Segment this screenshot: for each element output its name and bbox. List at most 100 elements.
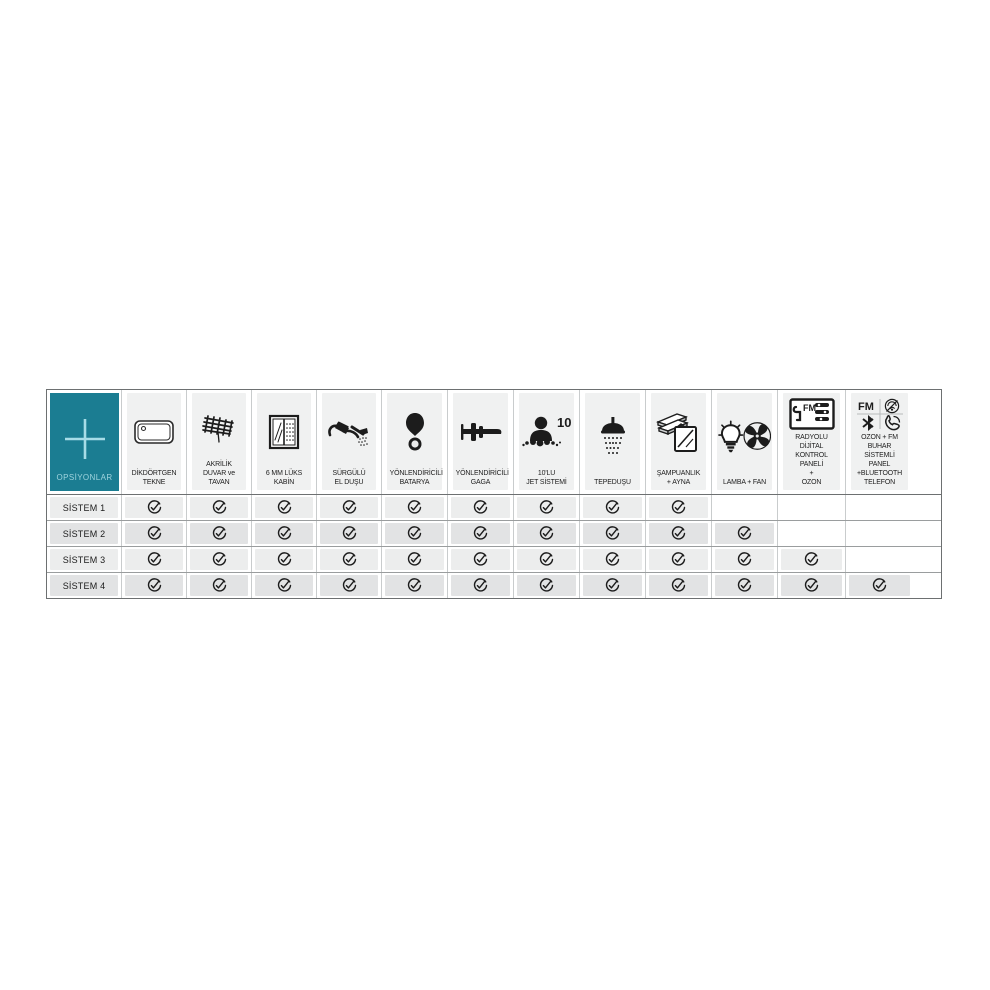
check-circle-icon [539,526,554,541]
cell-checked[interactable] [514,573,580,598]
cell-empty[interactable] [778,521,846,546]
header-label: DİKDÖRTGEN TEKNE [131,467,177,486]
cell-checked[interactable] [252,495,317,520]
cell-checked[interactable] [712,521,778,546]
cell-checked[interactable] [122,547,187,572]
cell-checked[interactable] [317,547,382,572]
table-row: SİSTEM 3 [47,547,941,573]
check-circle-icon [473,526,488,541]
cell-checked[interactable] [778,547,846,572]
header-col-tepedusu[interactable]: TEPEDUŞU [580,390,646,494]
table-body: SİSTEM 1 SİSTEM 2 SİSTEM 3 SİSTEM 4 [47,495,941,598]
header-col-lamba-fan[interactable]: LAMBA + FAN [712,390,778,494]
cell-checked[interactable] [778,573,846,598]
cell-checked[interactable] [187,573,252,598]
svg-text:FM: FM [803,403,816,413]
header-label: RADYOLU DİJİTAL KONTROL PANELİ + OZON [795,431,828,486]
header-col-dikdortgen-tekne[interactable]: DİKDÖRTGEN TEKNE [122,390,187,494]
cell-checked[interactable] [580,521,646,546]
row-label-cell: SİSTEM 2 [47,521,122,546]
check-circle-icon [804,578,819,593]
overhead-shower-icon [586,397,639,477]
cell-checked[interactable] [382,573,448,598]
header-col-luks-kabin[interactable]: 6 MM LÜKS KABİN [252,390,317,494]
check-circle-icon [473,578,488,593]
cell-checked[interactable] [580,547,646,572]
options-tile: OPSİYONLAR [50,393,119,491]
header-col-el-dusu[interactable]: SÜRGÜLÜ EL DUŞU [317,390,382,494]
cell-checked[interactable] [122,521,187,546]
jet-system-icon: 10 [520,397,573,468]
cell-checked[interactable] [187,495,252,520]
check-circle-icon [671,500,686,515]
cell-checked[interactable] [122,573,187,598]
check-circle-icon [147,526,162,541]
header-label: SÜRGÜLÜ EL DUŞU [332,467,366,486]
cell-checked[interactable] [646,495,712,520]
row-label-cell: SİSTEM 3 [47,547,122,572]
cell-checked[interactable] [317,521,382,546]
check-circle-icon [737,578,752,593]
cell-empty[interactable] [712,495,778,520]
header-col-akrilik-duvar[interactable]: AKRİLİK DUVAR ve TAVAN [187,390,252,494]
header-col-jet-sistemi[interactable]: 10 10'LU JET SİSTEMİ [514,390,580,494]
cell-checked[interactable] [448,547,514,572]
cell-checked[interactable] [187,521,252,546]
cell-checked[interactable] [448,573,514,598]
cell-checked[interactable] [317,573,382,598]
cell-checked[interactable] [448,495,514,520]
check-circle-icon [212,552,227,567]
check-circle-icon [342,526,357,541]
rectangular-tub-icon [128,397,180,468]
cell-checked[interactable] [252,521,317,546]
shelf-mirror-icon [652,397,705,468]
check-circle-icon [277,578,292,593]
check-circle-icon [605,552,620,567]
cell-checked[interactable] [122,495,187,520]
cell-checked[interactable] [712,573,778,598]
check-circle-icon [212,578,227,593]
cell-empty[interactable] [846,521,913,546]
header-corner-options: OPSİYONLAR [47,390,122,494]
cell-checked[interactable] [382,547,448,572]
check-circle-icon [737,552,752,567]
cell-checked[interactable] [646,573,712,598]
check-circle-icon [872,578,887,593]
cell-checked[interactable] [580,495,646,520]
cell-checked[interactable] [846,573,913,598]
check-circle-icon [473,552,488,567]
cell-empty[interactable] [846,495,913,520]
cell-checked[interactable] [382,521,448,546]
cell-checked[interactable] [646,547,712,572]
header-col-batarya[interactable]: YÖNLENDİRİCİLİ BATARYA [382,390,448,494]
directional-mixer-icon [388,397,441,468]
cell-checked[interactable] [252,547,317,572]
check-circle-icon [277,552,292,567]
header-col-ozon-fm[interactable]: FM [846,390,913,494]
check-circle-icon [212,526,227,541]
header-label: LAMBA + FAN [722,476,767,486]
cell-checked[interactable] [646,521,712,546]
cell-checked[interactable] [514,495,580,520]
cell-checked[interactable] [382,495,448,520]
header-col-radyolu-panel[interactable]: FM RADYOLU DİJİTAL KONTROL PANELİ + OZ [778,390,846,494]
cell-checked[interactable] [580,573,646,598]
cell-empty[interactable] [778,495,846,520]
cell-empty[interactable] [846,547,913,572]
header-col-sampuanlik[interactable]: ŞAMPUANLIK + AYNA [646,390,712,494]
check-circle-icon [342,552,357,567]
row-label: SİSTEM 1 [62,502,106,513]
cell-checked[interactable] [448,521,514,546]
cell-checked[interactable] [514,547,580,572]
cell-checked[interactable] [712,547,778,572]
check-circle-icon [473,500,488,515]
check-circle-icon [212,500,227,515]
header-label: TEPEDUŞU [594,476,631,486]
cell-checked[interactable] [514,521,580,546]
cell-checked[interactable] [187,547,252,572]
check-circle-icon [407,578,422,593]
header-col-gaga[interactable]: YÖNLENDİRİCİLİ GAGA [448,390,514,494]
cell-checked[interactable] [317,495,382,520]
cell-checked[interactable] [252,573,317,598]
